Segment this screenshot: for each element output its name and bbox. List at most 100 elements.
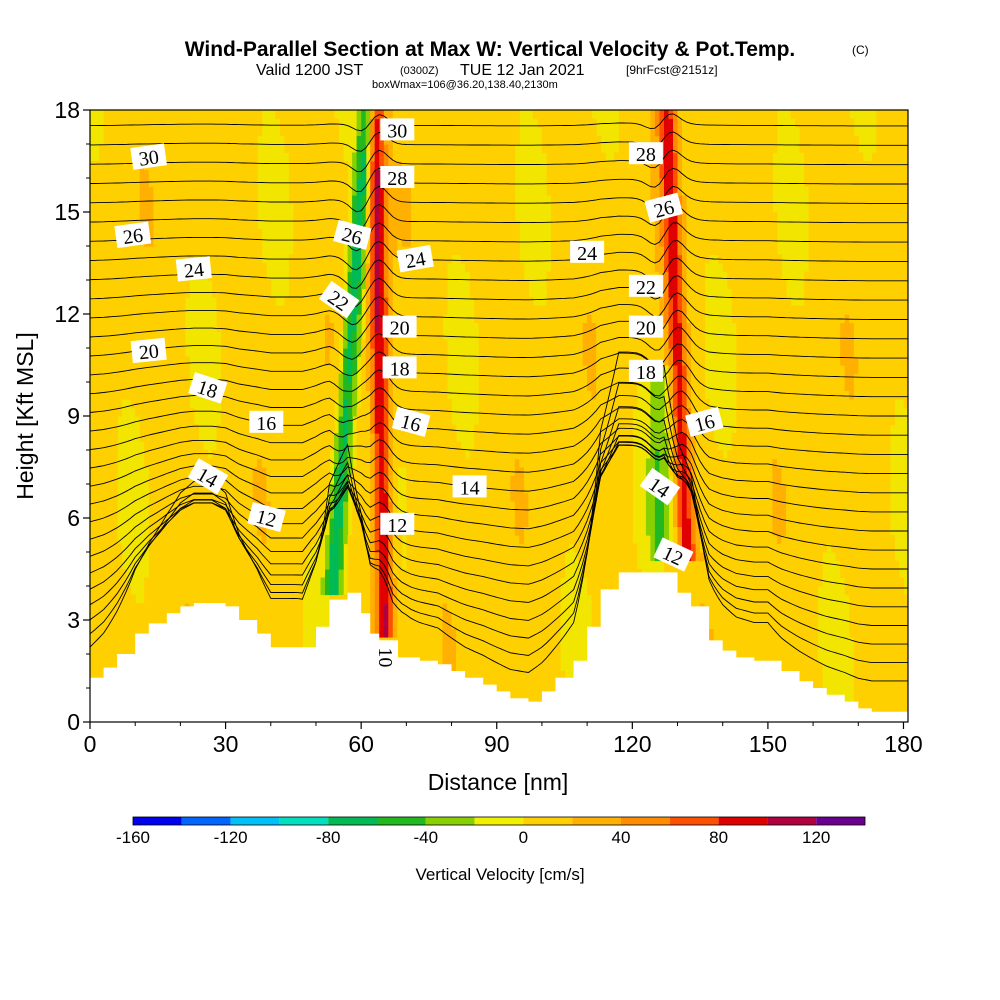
velocity-cell [365, 348, 371, 358]
velocity-cell [239, 322, 245, 332]
velocity-cell [94, 186, 100, 196]
velocity-cell [94, 416, 100, 426]
velocity-cell [302, 186, 308, 196]
velocity-cell [234, 288, 240, 298]
velocity-cell [94, 348, 100, 358]
velocity-cell [284, 467, 290, 477]
velocity-cell [216, 237, 222, 247]
velocity-cell [410, 297, 416, 307]
velocity-cell [121, 637, 127, 647]
velocity-cell [243, 246, 249, 256]
velocity-cell [90, 254, 96, 264]
velocity-cell [239, 348, 245, 358]
velocity-cell [225, 246, 231, 256]
velocity-cell [302, 212, 308, 222]
velocity-cell [415, 297, 421, 307]
velocity-cell [148, 305, 154, 315]
velocity-cell [184, 441, 190, 451]
velocity-cell [239, 118, 245, 128]
velocity-cell [316, 229, 322, 239]
velocity-cell [121, 161, 127, 171]
velocity-cell [433, 569, 439, 579]
velocity-cell [180, 441, 186, 451]
velocity-cell [311, 297, 317, 307]
velocity-cell [99, 246, 105, 256]
velocity-cell [297, 365, 303, 375]
velocity-cell [207, 586, 213, 596]
velocity-cell [90, 390, 96, 400]
velocity-cell [234, 212, 240, 222]
velocity-cell [212, 229, 218, 239]
velocity-cell [370, 509, 376, 519]
velocity-cell [184, 373, 190, 383]
velocity-cell [325, 169, 331, 179]
velocity-cell [293, 535, 299, 545]
velocity-cell [171, 450, 177, 460]
velocity-cell [216, 212, 222, 222]
velocity-cell [410, 271, 416, 281]
velocity-cell [270, 297, 276, 307]
velocity-cell [198, 535, 204, 545]
velocity-cell [374, 560, 380, 570]
velocity-cell [121, 645, 127, 655]
velocity-cell [410, 569, 416, 579]
velocity-cell [166, 220, 172, 230]
velocity-cell [266, 322, 272, 332]
velocity-cell [203, 450, 209, 460]
velocity-cell [429, 280, 435, 290]
velocity-cell [370, 348, 376, 358]
velocity-cell [429, 118, 435, 128]
velocity-cell [302, 297, 308, 307]
velocity-cell [248, 356, 254, 366]
velocity-cell [212, 509, 218, 519]
velocity-cell [438, 501, 444, 511]
velocity-cell [266, 399, 272, 409]
velocity-cell [293, 484, 299, 494]
velocity-cell [108, 424, 114, 434]
velocity-cell [325, 586, 331, 596]
velocity-cell [225, 314, 231, 324]
velocity-cell [424, 450, 430, 460]
velocity-cell [392, 552, 398, 562]
velocity-cell [419, 484, 425, 494]
velocity-cell [370, 110, 376, 120]
velocity-cell [433, 220, 439, 230]
velocity-cell [243, 339, 249, 349]
velocity-cell [184, 212, 190, 222]
velocity-cell [157, 263, 163, 273]
velocity-cell [248, 373, 254, 383]
velocity-cell [153, 195, 159, 205]
velocity-cell [121, 297, 127, 307]
velocity-cell [221, 339, 227, 349]
velocity-cell [221, 203, 227, 213]
velocity-cell [297, 373, 303, 383]
velocity-cell [148, 467, 154, 477]
velocity-cell [198, 110, 204, 120]
velocity-cell [347, 390, 353, 400]
velocity-cell [175, 390, 181, 400]
velocity-cell [175, 586, 181, 596]
velocity-cell [415, 314, 421, 324]
velocity-cell [216, 186, 222, 196]
velocity-cell [343, 348, 349, 358]
velocity-cell [424, 645, 430, 655]
velocity-cell [108, 161, 114, 171]
velocity-cell [243, 212, 249, 222]
velocity-cell [266, 535, 272, 545]
velocity-cell [410, 467, 416, 477]
velocity-cell [275, 399, 281, 409]
velocity-cell [139, 169, 145, 179]
velocity-cell [361, 144, 367, 154]
velocity-cell [207, 152, 213, 162]
velocity-cell [203, 246, 209, 256]
velocity-cell [370, 254, 376, 264]
velocity-cell [415, 237, 421, 247]
velocity-cell [419, 458, 425, 468]
velocity-cell [361, 186, 367, 196]
velocity-cell [193, 484, 199, 494]
velocity-cell [121, 373, 127, 383]
velocity-cell [338, 543, 344, 553]
velocity-cell [257, 382, 263, 392]
velocity-cell [334, 484, 340, 494]
plot-area: 3026242018161412222630282420181612101424… [90, 110, 908, 722]
